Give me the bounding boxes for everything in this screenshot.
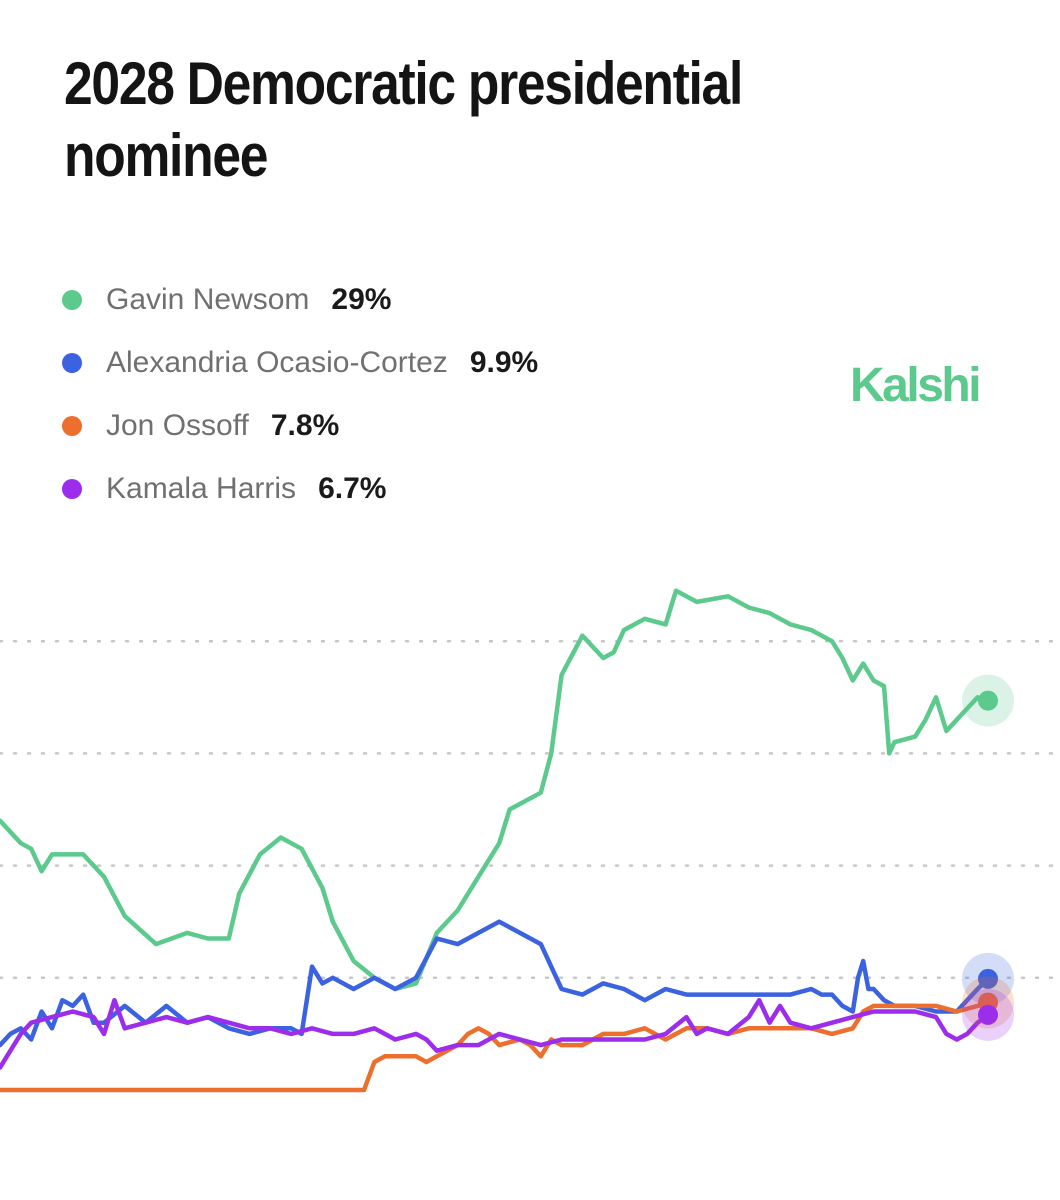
legend-item-newsom[interactable]: Gavin Newsom 29% [62,268,538,331]
legend-value: 7.8% [270,408,340,442]
series-line-gavin-newsom [0,588,991,992]
legend-name: Gavin Newsom [106,282,310,316]
legend: Gavin Newsom 29% Alexandria Ocasio-Corte… [62,268,538,520]
legend-dot-icon [62,478,82,499]
legend-dot-icon [62,415,82,436]
legend-item-harris[interactable]: Kamala Harris 6.7% [62,457,538,520]
series-line-kamala-harris [0,997,991,1070]
line-chart[interactable] [0,540,1060,1120]
chart-title: 2028 Democratic presidential nominee [64,50,743,189]
series-line-jon-ossoff [0,1000,991,1093]
endpoint-marker-gavin-newsom [978,690,998,711]
legend-name: Jon Ossoff [106,408,249,442]
legend-name: Alexandria Ocasio-Cortez [106,345,448,379]
legend-value: 9.9% [469,345,539,379]
legend-item-ossoff[interactable]: Jon Ossoff 7.8% [62,394,538,457]
legend-value: 29% [331,282,392,316]
legend-item-ocasio-cortez[interactable]: Alexandria Ocasio-Cortez 9.9% [62,331,538,394]
legend-dot-icon [62,289,82,310]
kalshi-logo: Kalshi [850,359,982,412]
endpoint-marker-kamala-harris [978,1004,998,1025]
legend-value: 6.7% [318,471,387,505]
legend-dot-icon [62,352,82,373]
endpoint-marker-alexandria-ocasio-cortez [978,968,998,989]
series-line-alexandria-ocasio-cortez [0,919,991,1048]
legend-name: Kamala Harris [106,471,297,505]
